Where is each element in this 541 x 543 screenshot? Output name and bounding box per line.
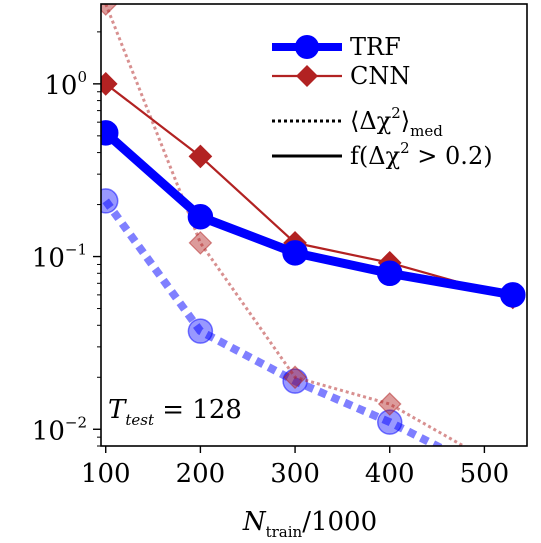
legend-item-2: ⟨Δχ2⟩med bbox=[272, 104, 443, 140]
plot-frame bbox=[100, 3, 528, 447]
x-axis-label-main: N bbox=[242, 507, 267, 537]
series-0-point-3 bbox=[376, 260, 403, 287]
legend-label-sup-2: 2 bbox=[391, 104, 401, 122]
series-0-point-2 bbox=[282, 240, 308, 266]
y-tick-label-1: 10−1 bbox=[32, 241, 87, 274]
legend-item-3: f(Δχ2 > 0.2) bbox=[272, 139, 493, 170]
series-3-point-2 bbox=[283, 365, 307, 390]
x-axis-label-rest: /1000 bbox=[302, 507, 377, 537]
annotation: Ttest = 128 bbox=[108, 395, 242, 429]
legend-label-1: CNN bbox=[350, 62, 410, 90]
legend-label-sub-2: med bbox=[410, 122, 443, 140]
series-3-point-0 bbox=[101, 4, 118, 16]
legend-item-1: CNN bbox=[272, 62, 410, 90]
series-2-point-0 bbox=[101, 188, 119, 214]
series-3-point-1 bbox=[188, 231, 213, 255]
legend-label-text-0: TRF bbox=[350, 33, 401, 61]
legend-label-pre-3: f(Δχ bbox=[350, 142, 401, 170]
legend-marker-1 bbox=[296, 65, 318, 87]
legend-item-0: TRF bbox=[272, 33, 401, 61]
y-tick-label-base-1: 10 bbox=[32, 244, 65, 274]
legend-label-text-1: CNN bbox=[350, 62, 410, 90]
series-0-point-1 bbox=[187, 204, 214, 230]
series-0-point-4 bbox=[500, 282, 526, 308]
y-tick-label-exp-1: −1 bbox=[65, 241, 87, 259]
series-1-point-1 bbox=[188, 144, 213, 169]
series-2-point-3 bbox=[376, 409, 403, 435]
legend-label-pre-2: ⟨Δχ bbox=[350, 107, 392, 135]
y-tick-label-2: 100 bbox=[44, 68, 87, 101]
series-3-group bbox=[101, 4, 467, 446]
x-tick-label-4: 500 bbox=[460, 459, 510, 489]
x-tick-label-2: 300 bbox=[270, 459, 320, 489]
annotation-main: T bbox=[108, 395, 127, 425]
x-axis-label-sub: train bbox=[266, 523, 303, 541]
series-3-line bbox=[104, 4, 467, 446]
legend-label-post-2: ⟩ bbox=[401, 107, 410, 135]
y-tick-label-base-2: 10 bbox=[44, 71, 77, 101]
y-tick-label-exp-2: 0 bbox=[77, 68, 87, 86]
series-1-point-0 bbox=[101, 72, 118, 96]
series-3-point-3 bbox=[377, 392, 402, 416]
x-axis-label: Ntrain/1000 bbox=[242, 507, 377, 541]
annotation-rest: = 128 bbox=[154, 395, 242, 425]
y-tick-label-exp-0: −2 bbox=[65, 413, 87, 431]
x-tick-label-3: 400 bbox=[365, 459, 415, 489]
plot-background bbox=[101, 4, 527, 446]
series-0-point-0 bbox=[101, 120, 119, 146]
legend-label-3: f(Δχ2 > 0.2) bbox=[350, 139, 493, 170]
annotation-sub: test bbox=[125, 411, 155, 429]
series-2-point-1 bbox=[187, 318, 214, 344]
legend-label-post-3: > 0.2) bbox=[410, 142, 493, 170]
legend-marker-0 bbox=[295, 35, 319, 59]
y-tick-label-0: 10−2 bbox=[32, 413, 87, 446]
x-tick-label-0: 100 bbox=[81, 459, 131, 489]
series-2-group bbox=[101, 188, 446, 446]
series-0-group bbox=[101, 120, 526, 308]
series-layer bbox=[101, 4, 526, 446]
legend-label-sup-3: 2 bbox=[400, 139, 410, 157]
x-tick-label-1: 200 bbox=[176, 459, 226, 489]
y-tick-label-base-0: 10 bbox=[32, 416, 65, 446]
legend-label-0: TRF bbox=[350, 33, 401, 61]
series-2-line bbox=[102, 198, 446, 446]
legend-label-2: ⟨Δχ2⟩med bbox=[350, 104, 443, 140]
